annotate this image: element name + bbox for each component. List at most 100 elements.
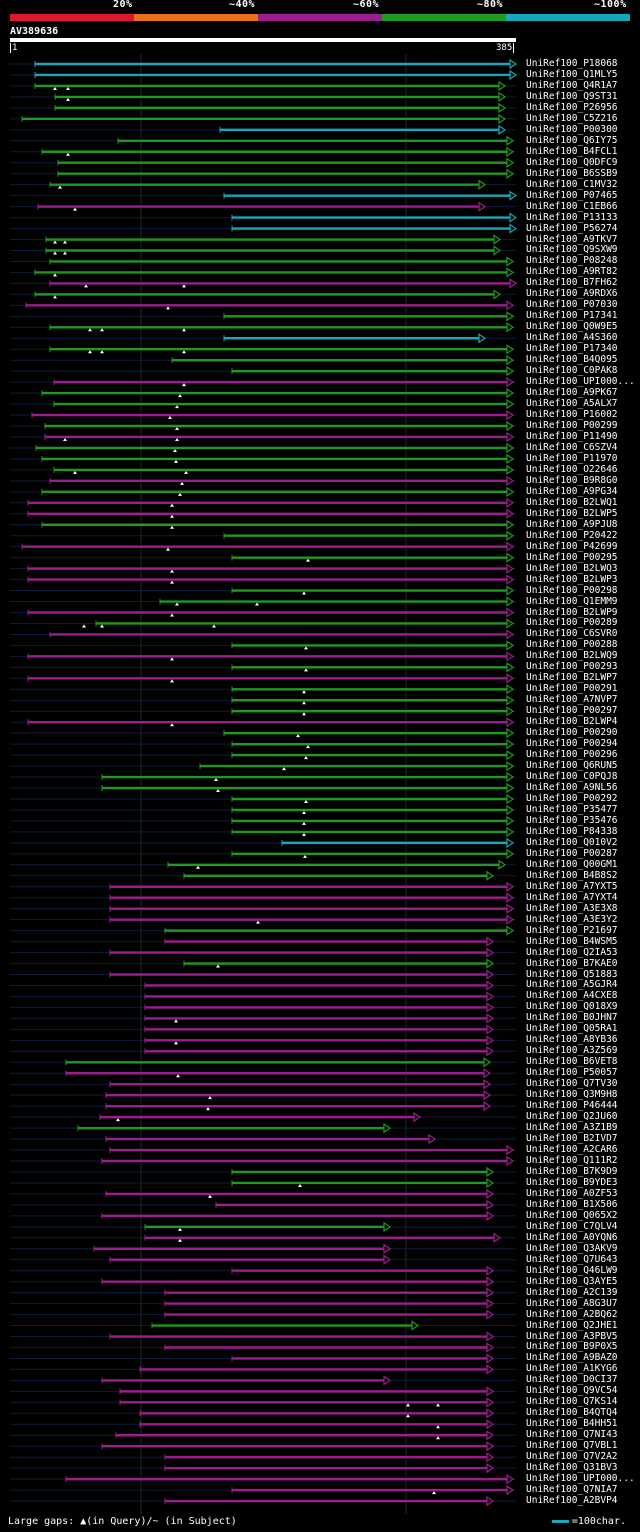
hit-label[interactable]: UniRef100_P13133 [526,211,618,223]
hit-label[interactable]: UniRef100_A7YXT4 [526,891,618,903]
hit-label[interactable]: UniRef100_P26956 [526,101,618,113]
hit-label[interactable]: UniRef100_A4S360 [526,332,618,344]
hit-label[interactable]: UniRef100_P18068 [526,58,618,69]
hit-label[interactable]: UniRef100_A5ALX7 [526,398,618,410]
hit-label[interactable]: UniRef100_A3E3X8 [526,902,618,914]
hit-label[interactable]: UniRef100_A4CXE8 [526,990,618,1002]
hit-label[interactable]: UniRef100_Q4R1A7 [526,79,618,91]
hit-label[interactable]: UniRef100_B6VET8 [526,1056,618,1068]
hit-label[interactable]: UniRef100_P17340 [526,343,618,355]
hit-label[interactable]: UniRef100_A9NL56 [526,782,618,794]
hit-label[interactable]: UniRef100_Q7U643 [526,1253,618,1265]
hit-label[interactable]: UniRef100_A5GJR4 [526,979,618,991]
hit-label[interactable]: UniRef100_P00289 [526,617,618,629]
hit-label[interactable]: UniRef100_P00291 [526,683,618,695]
hit-label[interactable]: UniRef100_P00298 [526,584,618,596]
hit-label[interactable]: UniRef100_P20422 [526,529,618,541]
hit-label[interactable]: UniRef100_Q2JHE1 [526,1319,618,1331]
hit-label[interactable]: UniRef100_D0CI37 [526,1374,618,1386]
hit-label[interactable]: UniRef100_P50057 [526,1067,618,1079]
hit-label[interactable]: UniRef100_P07465 [526,189,618,201]
hit-label[interactable]: UniRef100_A0ZF53 [526,1187,618,1199]
hit-label[interactable]: UniRef100_A2CAR6 [526,1144,618,1156]
hit-label[interactable]: UniRef100_C0PQJ8 [526,771,618,783]
hit-label[interactable]: UniRef100_B9YDE3 [526,1176,618,1188]
hit-label[interactable]: UniRef100_A2BVP4 [526,1495,618,1507]
hit-label[interactable]: UniRef100_P35476 [526,814,618,826]
hit-label[interactable]: UniRef100_B2LWQ9 [526,650,618,662]
hit-label[interactable]: UniRef100_C0PAK8 [526,365,618,377]
hit-label[interactable]: UniRef100_Q1EMM9 [526,595,618,607]
hit-label[interactable]: UniRef100_UPI000... [526,1473,635,1485]
hit-label[interactable]: UniRef100_Q7V2A2 [526,1451,618,1463]
hit-label[interactable]: UniRef100_O22646 [526,463,618,475]
hit-label[interactable]: UniRef100_C6SZV4 [526,441,618,453]
hit-label[interactable]: UniRef100_A9RDX6 [526,288,618,300]
hit-label[interactable]: UniRef100_B4QTQ4 [526,1407,618,1419]
hit-label[interactable]: UniRef100_B2LWQ1 [526,496,618,508]
hit-label[interactable]: UniRef100_A0YQN6 [526,1231,618,1243]
hit-label[interactable]: UniRef100_P35477 [526,803,618,815]
hit-label[interactable]: UniRef100_C1EB66 [526,200,618,212]
hit-label[interactable]: UniRef100_P00293 [526,661,618,673]
hit-label[interactable]: UniRef100_Q7TV30 [526,1078,618,1090]
hit-label[interactable]: UniRef100_Q018X9 [526,1001,618,1013]
hit-label[interactable]: UniRef100_P00295 [526,551,618,563]
hit-label[interactable]: UniRef100_A9PG34 [526,485,618,497]
hit-label[interactable]: UniRef100_P00300 [526,123,618,135]
hit-label[interactable]: UniRef100_C7QLV4 [526,1220,618,1232]
hit-label[interactable]: UniRef100_B2LWP4 [526,716,618,728]
hit-label[interactable]: UniRef100_A3Z1B9 [526,1122,618,1134]
hit-label[interactable]: UniRef100_B7FH62 [526,277,618,289]
hit-label[interactable]: UniRef100_A9TKV7 [526,233,618,245]
hit-label[interactable]: UniRef100_B2LWP9 [526,606,618,618]
hit-label[interactable]: UniRef100_Q05RA1 [526,1023,618,1035]
hit-label[interactable]: UniRef100_A9RT82 [526,266,618,278]
hit-label[interactable]: UniRef100_B9P0X5 [526,1341,618,1353]
hit-label[interactable]: UniRef100_A9PK67 [526,387,618,399]
hit-label[interactable]: UniRef100_Q9SXW9 [526,244,618,256]
hit-label[interactable]: UniRef100_P11970 [526,452,618,464]
hit-label[interactable]: UniRef100_B2LWP3 [526,573,618,585]
hit-label[interactable]: UniRef100_Q3AYE5 [526,1275,618,1287]
hit-label[interactable]: UniRef100_A3PBV5 [526,1330,618,1342]
hit-label[interactable]: UniRef100_Q0DFC9 [526,156,618,168]
hit-label[interactable]: UniRef100_Q065X2 [526,1209,618,1221]
hit-label[interactable]: UniRef100_P00297 [526,705,618,717]
hit-label[interactable]: UniRef100_B4FCL1 [526,145,618,157]
hit-label[interactable]: UniRef100_A7NVP7 [526,694,618,706]
hit-label[interactable]: UniRef100_Q6IY75 [526,134,618,146]
hit-label[interactable]: UniRef100_B4Q095 [526,354,618,366]
hit-label[interactable]: UniRef100_P46444 [526,1100,618,1112]
hit-label[interactable]: UniRef100_B2LWP7 [526,672,618,684]
hit-label[interactable]: UniRef100_Q9ST31 [526,90,618,102]
hit-label[interactable]: UniRef100_C5Z216 [526,112,618,124]
hit-label[interactable]: UniRef100_Q111R2 [526,1155,618,1166]
hit-label[interactable]: UniRef100_Q7VBL1 [526,1440,618,1452]
hit-label[interactable]: UniRef100_P84338 [526,825,618,837]
hit-label[interactable]: UniRef100_P16002 [526,409,618,421]
hit-label[interactable]: UniRef100_B0JHN7 [526,1012,618,1024]
hit-label[interactable]: UniRef100_B7KAE0 [526,957,618,969]
hit-label[interactable]: UniRef100_Q9VC54 [526,1385,618,1397]
hit-label[interactable]: UniRef100_A9BAZ0 [526,1352,618,1364]
hit-label[interactable]: UniRef100_P00294 [526,738,618,750]
hit-label[interactable]: UniRef100_P08248 [526,255,618,267]
hit-label[interactable]: UniRef100_B9R8G0 [526,474,618,486]
hit-label[interactable]: UniRef100_B4HH51 [526,1418,618,1430]
hit-label[interactable]: UniRef100_Q46LW9 [526,1264,618,1276]
hit-label[interactable]: UniRef100_B2LWQ3 [526,562,618,574]
hit-label[interactable]: UniRef100_Q7NI43 [526,1429,618,1441]
hit-label[interactable]: UniRef100_A2C139 [526,1286,618,1298]
hit-label[interactable]: UniRef100_Q0W9E5 [526,321,618,333]
hit-label[interactable]: UniRef100_Q51883 [526,968,618,980]
hit-label[interactable]: UniRef100_Q1MLY5 [526,68,618,80]
hit-label[interactable]: UniRef100_B2IVD7 [526,1133,618,1145]
hit-label[interactable]: UniRef100_A7YXT5 [526,880,618,892]
hit-label[interactable]: UniRef100_Q00GM1 [526,858,618,870]
hit-label[interactable]: UniRef100_Q2JU60 [526,1111,618,1123]
hit-label[interactable]: UniRef100_P56274 [526,222,618,234]
hit-label[interactable]: UniRef100_UPI000... [526,376,635,388]
hit-label[interactable]: UniRef100_Q3AKV9 [526,1242,618,1254]
hit-label[interactable]: UniRef100_A1KYG6 [526,1363,618,1375]
